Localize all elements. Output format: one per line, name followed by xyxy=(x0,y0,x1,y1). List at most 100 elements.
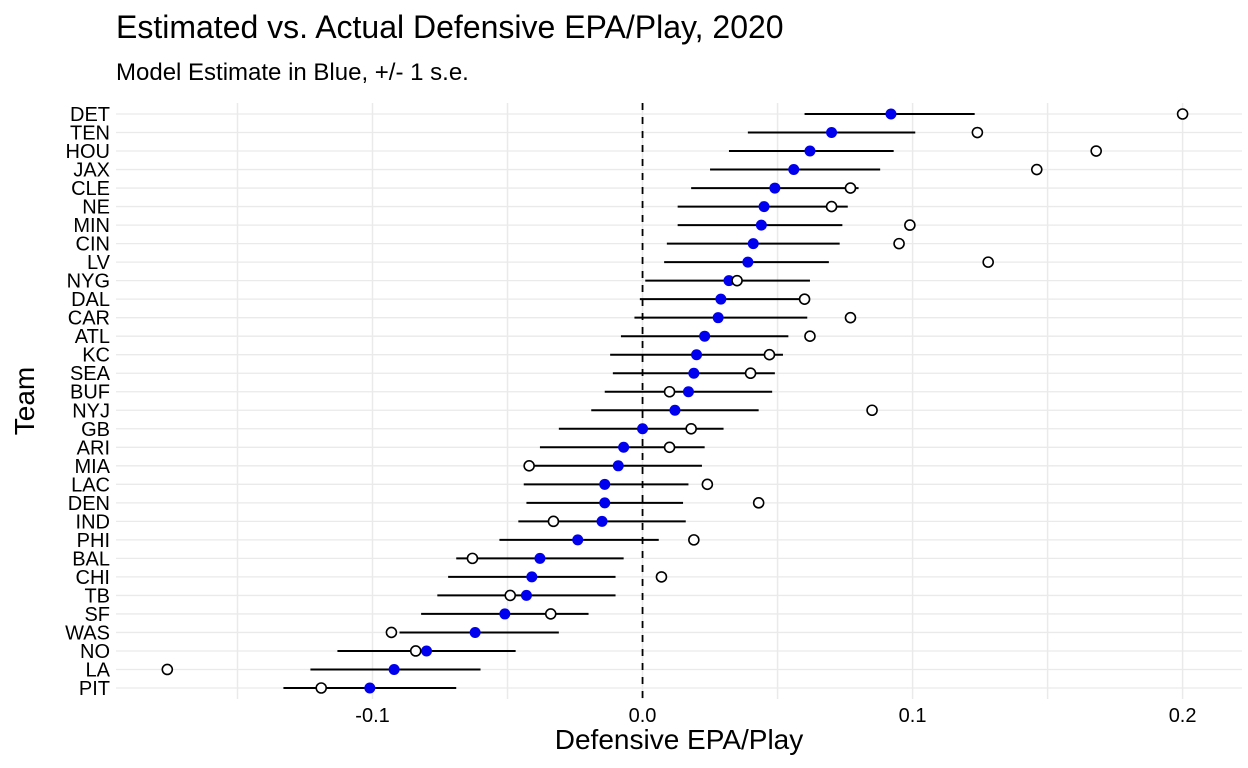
actual-dot-tb xyxy=(504,589,517,602)
estimate-dot-mia xyxy=(612,460,624,472)
actual-dot-lac xyxy=(701,478,714,491)
chart-title: Estimated vs. Actual Defensive EPA/Play,… xyxy=(116,9,784,45)
y-tick-label-pit: PIT xyxy=(79,678,110,700)
y-tick-label-lv: LV xyxy=(87,252,111,274)
y-tick-label-no: NO xyxy=(80,641,110,663)
estimate-dot-nyg xyxy=(723,275,735,287)
y-tick-label-was: WAS xyxy=(65,622,110,644)
estimate-dot-ten xyxy=(826,127,838,139)
y-tick-label-hou: HOU xyxy=(66,141,110,163)
actual-dot-dal xyxy=(798,293,811,305)
estimate-dot-pit xyxy=(364,682,376,694)
actual-dot-no xyxy=(409,645,422,657)
estimate-dot-gb xyxy=(637,423,649,435)
y-tick-label-min: MIN xyxy=(73,215,110,237)
y-tick-label-phi: PHI xyxy=(77,530,110,552)
estimate-dot-car xyxy=(712,312,724,324)
estimate-dot-lac xyxy=(599,478,611,490)
estimate-dot-nyj xyxy=(669,404,681,416)
actual-dot-mia xyxy=(523,460,535,472)
estimate-dot-buf xyxy=(682,386,694,398)
y-tick-label-car: CAR xyxy=(68,308,110,330)
x-tick-label: 0.1 xyxy=(899,705,927,727)
actual-dot-nyj xyxy=(866,404,878,417)
actual-dot-cle xyxy=(844,182,857,194)
y-tick-label-kc: KC xyxy=(82,345,110,367)
y-tick-label-la: LA xyxy=(86,659,111,681)
y-tick-label-bal: BAL xyxy=(72,548,110,570)
actual-dot-la xyxy=(161,663,174,676)
estimate-dot-det xyxy=(885,108,897,120)
actual-dot-atl xyxy=(804,330,816,342)
x-tick-label: 0.0 xyxy=(629,705,657,727)
actual-dot-det xyxy=(1176,108,1189,120)
actual-dot-ne xyxy=(825,200,838,213)
estimate-dot-min xyxy=(755,219,767,231)
axis-labels-layer: DETTENHOUJAXCLENEMINCINLVNYGDALCARATLKCS… xyxy=(65,104,1196,727)
y-tick-label-chi: CHI xyxy=(76,567,110,589)
y-tick-label-atl: ATL xyxy=(75,326,110,348)
actual-dot-car xyxy=(844,311,857,324)
actual-dot-ind xyxy=(547,515,560,528)
actual-dot-chi xyxy=(655,571,668,583)
actual-dot-kc xyxy=(763,348,776,361)
grid-layer xyxy=(116,103,1242,699)
x-tick-label: -0.1 xyxy=(355,705,389,727)
estimate-dot-ari xyxy=(618,441,630,453)
actual-dot-cin xyxy=(893,237,905,250)
estimate-dot-ind xyxy=(596,515,608,527)
estimate-dot-dal xyxy=(715,293,727,305)
y-tick-label-nyj: NYJ xyxy=(72,400,110,422)
estimate-dot-chi xyxy=(526,571,538,583)
actual-dot-pit xyxy=(315,682,328,694)
actual-dot-nyg xyxy=(731,274,743,287)
y-tick-label-ten: TEN xyxy=(70,123,110,145)
y-tick-label-sf: SF xyxy=(84,604,110,626)
estimate-dot-phi xyxy=(572,534,584,546)
y-tick-label-ne: NE xyxy=(82,197,110,219)
estimate-dot-la xyxy=(388,663,400,675)
estimate-dot-was xyxy=(469,626,481,638)
y-tick-label-gb: GB xyxy=(81,419,110,441)
y-tick-label-sea: SEA xyxy=(70,363,111,385)
actual-dot-sf xyxy=(544,608,557,620)
y-tick-label-lac: LAC xyxy=(71,474,110,496)
y-tick-label-dal: DAL xyxy=(71,289,110,311)
actual-dot-sea xyxy=(744,367,757,380)
chart-subtitle: Model Estimate in Blue, +/- 1 s.e. xyxy=(116,59,469,86)
actual-dot-bal xyxy=(466,552,479,565)
data-marks-layer xyxy=(161,103,1189,699)
estimate-dot-cin xyxy=(747,238,759,250)
actual-dot-hou xyxy=(1090,145,1102,157)
actual-dot-buf xyxy=(663,385,676,398)
y-tick-label-mia: MIA xyxy=(74,456,110,478)
estimate-dot-jax xyxy=(788,164,800,176)
actual-dot-den xyxy=(752,497,765,509)
estimate-dot-ne xyxy=(758,201,770,213)
y-tick-label-den: DEN xyxy=(68,493,110,515)
estimate-dot-hou xyxy=(804,145,816,157)
y-tick-label-ari: ARI xyxy=(77,437,110,459)
actual-dot-gb xyxy=(685,422,697,435)
actual-dot-was xyxy=(385,626,398,639)
y-tick-label-cle: CLE xyxy=(71,178,110,200)
y-tick-label-nyg: NYG xyxy=(67,271,110,293)
estimate-dot-kc xyxy=(691,349,703,361)
y-axis-title: Team xyxy=(9,367,40,435)
actual-dot-lv xyxy=(982,256,994,268)
actual-dot-ari xyxy=(663,441,676,454)
y-tick-label-det: DET xyxy=(70,104,110,126)
actual-dot-phi xyxy=(688,534,700,546)
actual-dot-min xyxy=(904,219,916,231)
x-axis-title: Defensive EPA/Play xyxy=(555,724,804,755)
estimate-dot-no xyxy=(421,645,433,657)
estimate-dot-den xyxy=(599,497,611,509)
y-tick-label-cin: CIN xyxy=(76,234,110,256)
estimate-dot-sf xyxy=(499,608,511,620)
estimate-dot-lv xyxy=(742,256,754,268)
estimate-dot-bal xyxy=(534,552,546,564)
estimate-dot-tb xyxy=(520,589,532,601)
y-tick-label-jax: JAX xyxy=(73,160,110,182)
